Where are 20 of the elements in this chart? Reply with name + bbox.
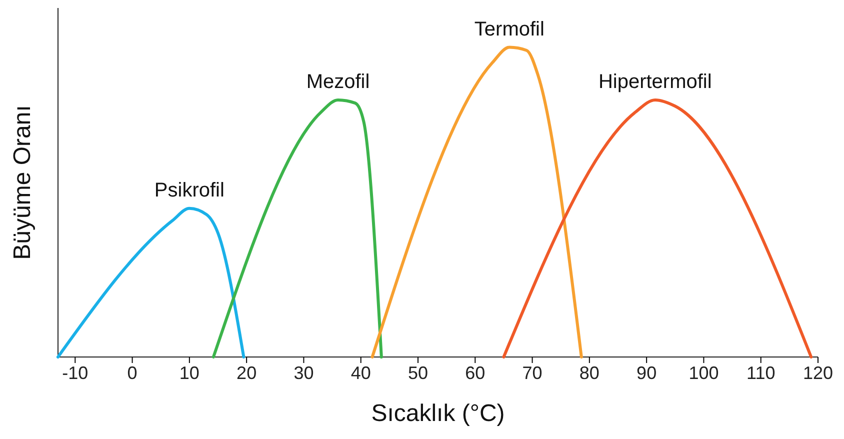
- x-tick-label: 0: [127, 362, 138, 383]
- x-tick-label: 40: [350, 362, 371, 383]
- series-label: Hipertermofil: [598, 70, 712, 93]
- series-label: Termofil: [474, 18, 544, 40]
- x-tick-label: 70: [522, 362, 542, 383]
- x-tick-label: 30: [294, 362, 314, 383]
- x-tick-label: 110: [746, 362, 776, 383]
- x-tick-label: 120: [802, 362, 834, 383]
- x-tick-label: 100: [688, 362, 719, 383]
- series-label: Mezofil: [306, 70, 370, 93]
- series-label: Psikrofil: [154, 179, 224, 202]
- x-tick-label: 50: [408, 362, 428, 383]
- y-axis-title: Büyüme Oranı: [9, 105, 36, 260]
- x-tick-label: 60: [465, 362, 486, 383]
- x-tick-label: 10: [179, 362, 200, 383]
- x-tick-label: 20: [236, 362, 257, 383]
- x-tick-label: 90: [636, 362, 657, 383]
- x-tick-label: -10: [62, 362, 88, 383]
- x-axis-title: Sıcaklık (°C): [371, 400, 505, 427]
- x-tick-label: 80: [579, 362, 600, 383]
